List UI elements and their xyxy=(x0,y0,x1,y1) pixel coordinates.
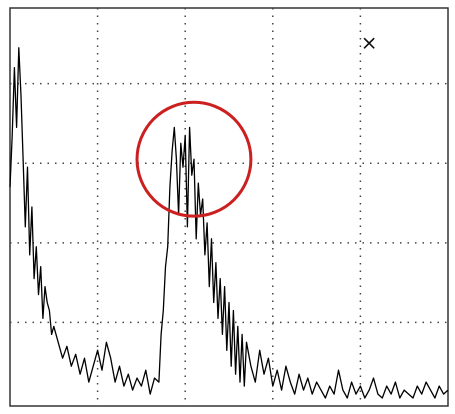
grid-group xyxy=(9,7,449,407)
plot-frame xyxy=(9,7,449,407)
annotation-group xyxy=(135,100,253,218)
peak-highlight-circle xyxy=(135,100,253,218)
series-group xyxy=(9,47,449,399)
chart-marker-glyph: ⨯ xyxy=(361,30,378,54)
series-line xyxy=(9,47,449,399)
